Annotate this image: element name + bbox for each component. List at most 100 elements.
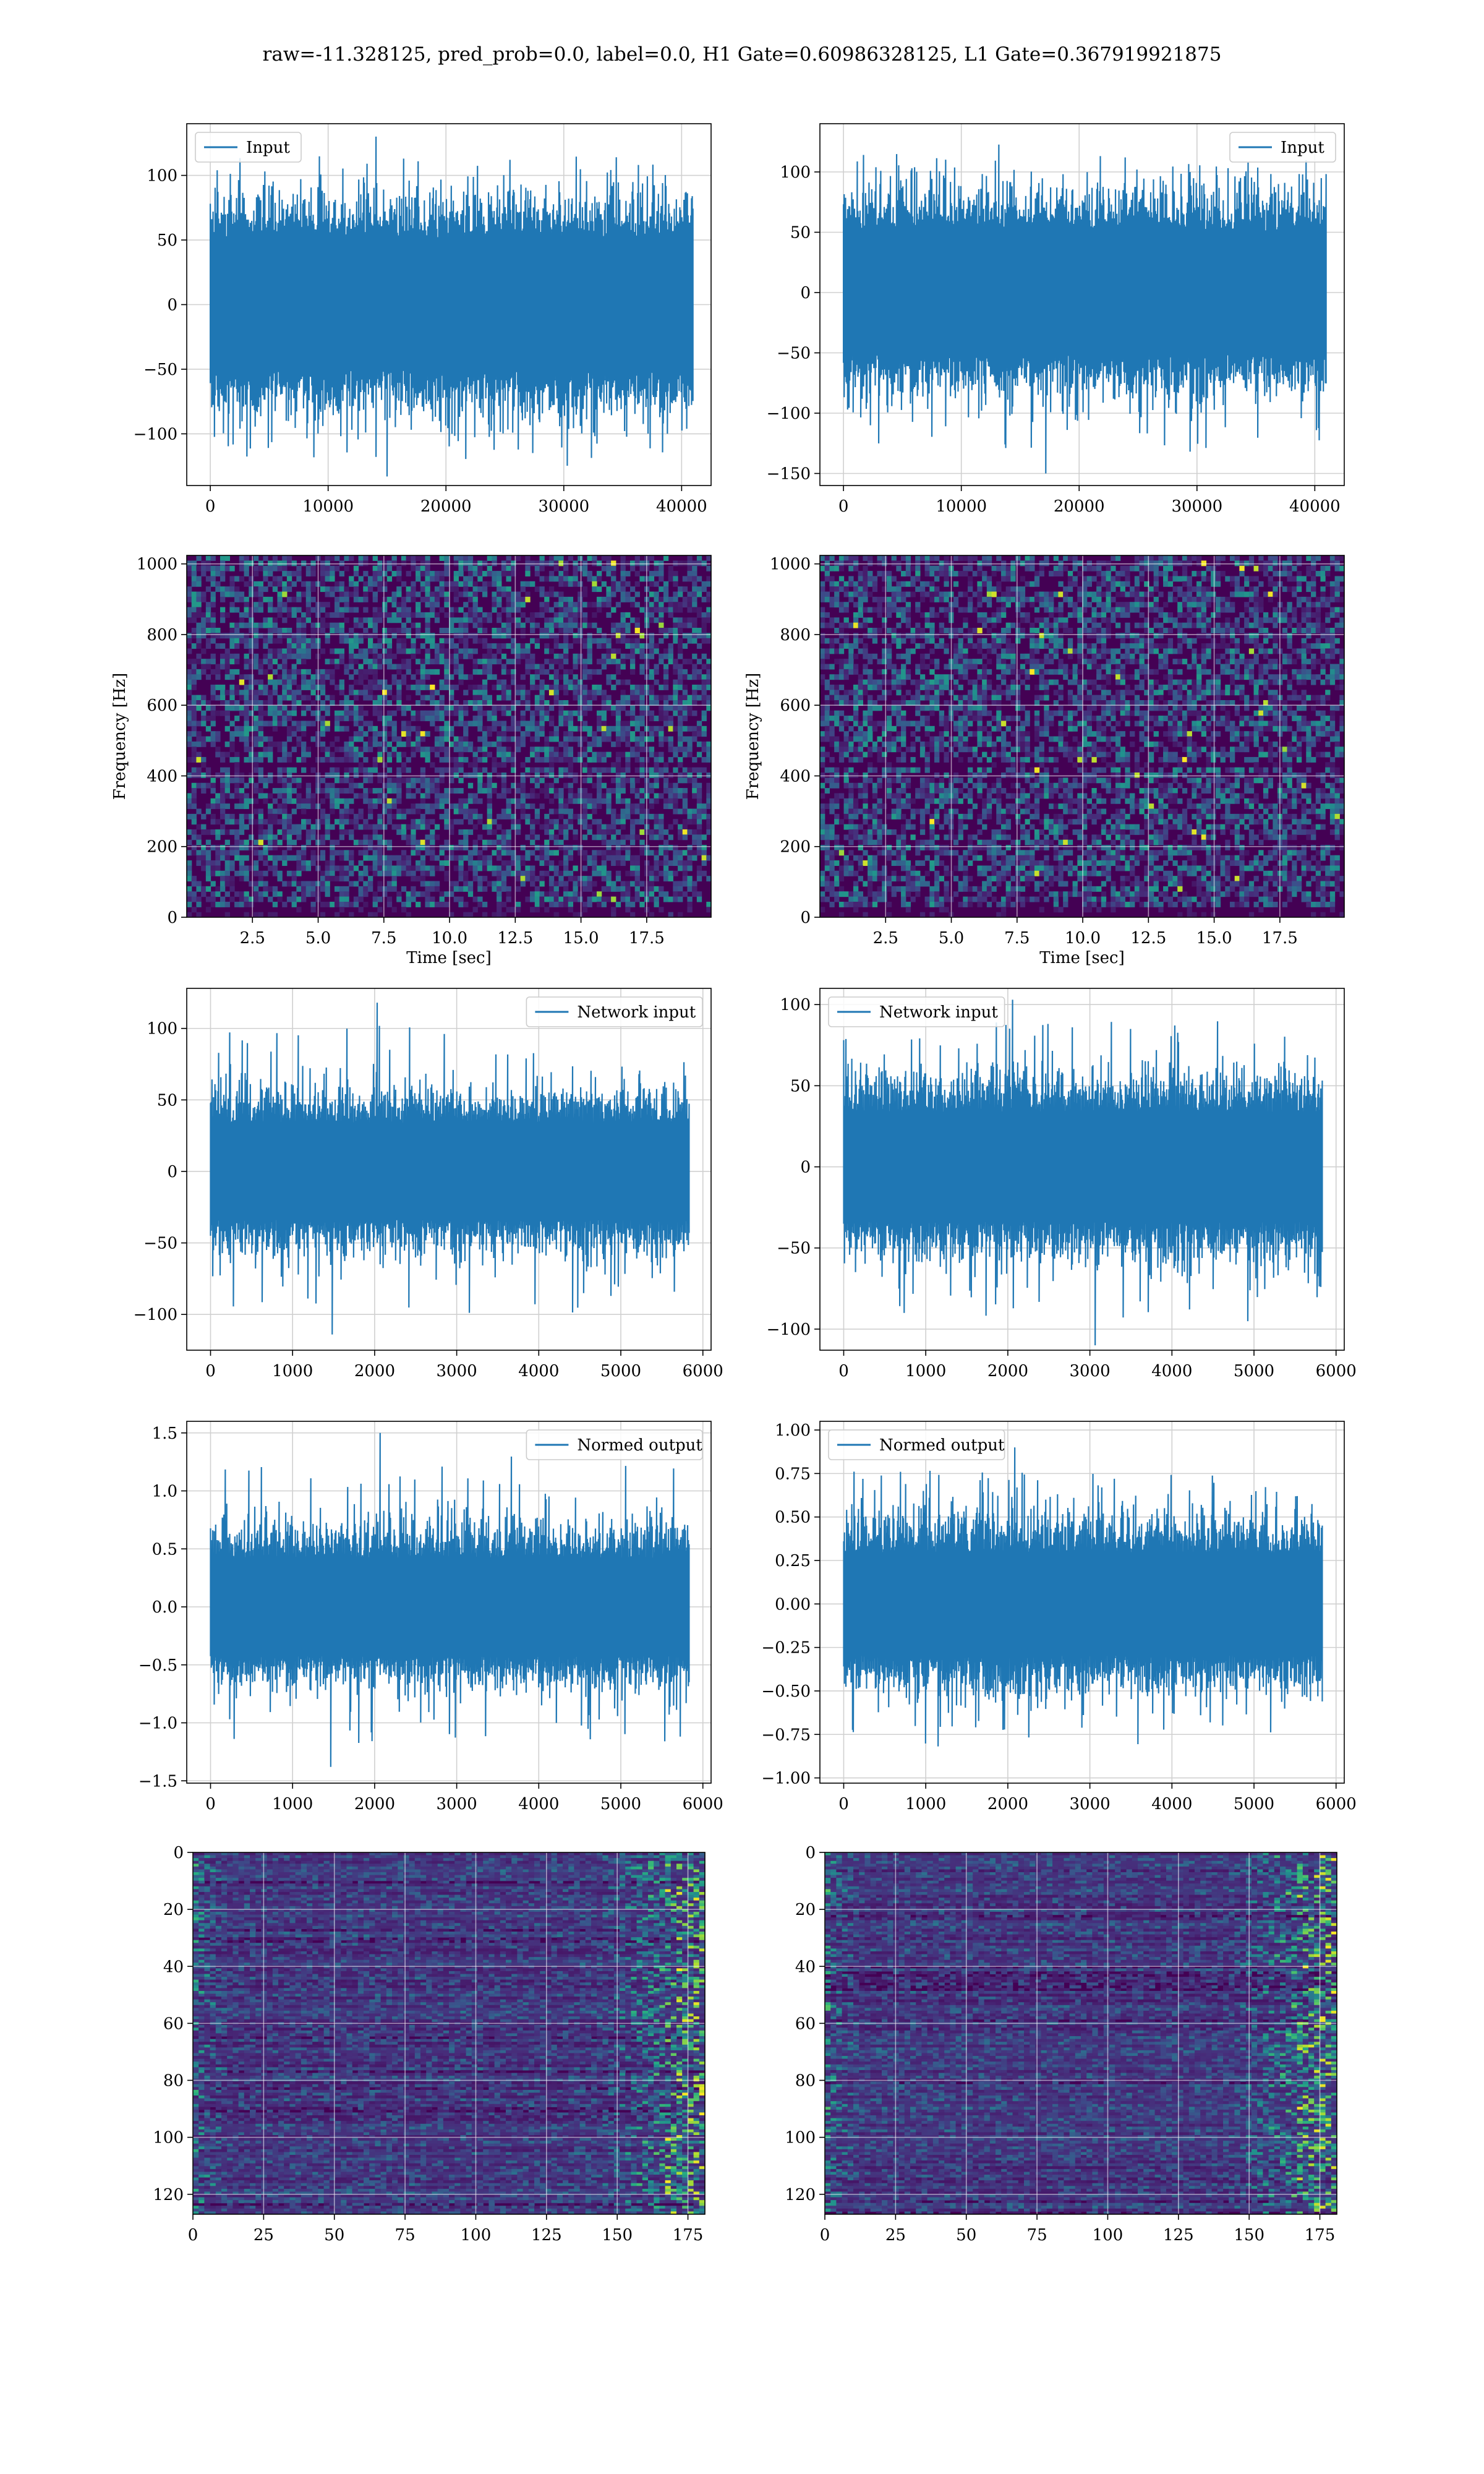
heatmap-cell [582,612,588,618]
heatmap-cell [515,653,521,659]
heatmap-cell [625,881,631,887]
heatmap-cell [349,881,354,887]
heatmap-cell [396,612,402,618]
heatmap-cell [396,756,402,763]
heatmap-cell [654,777,659,784]
heatmap-cell [434,710,440,716]
heatmap-cell [592,576,597,582]
heatmap-cell [363,773,369,778]
heatmap-cell [578,793,583,799]
heatmap-cell [578,751,583,758]
heatmap-cell [416,865,421,871]
heatmap-cell [249,798,254,804]
heatmap-cell [482,886,488,892]
heatmap-cell [701,813,707,820]
heatmap-cell [1229,555,1235,561]
heatmap-cell [563,653,569,659]
heatmap-cell [234,767,240,773]
heatmap-cell [620,855,626,861]
heatmap-cell [439,653,445,659]
heatmap-cell [539,669,545,675]
heatmap-cell [286,813,292,820]
heatmap-cell [386,751,393,758]
heatmap-cell [634,643,640,649]
heatmap-cell [501,751,507,758]
heatmap-cell [654,560,659,567]
heatmap-cell [506,555,511,561]
heatmap-cell [263,659,268,665]
heatmap-cell [229,896,235,902]
heatmap-cell [515,876,521,882]
heatmap-cell [453,571,459,577]
heatmap-cell [253,860,259,867]
heatmap-cell [634,751,640,758]
heatmap-cell [396,741,402,747]
heatmap-cell [220,855,226,861]
heatmap-cell [520,855,526,861]
heatmap-cell [320,581,326,587]
heatmap-cell [692,834,697,841]
heatmap-cell [534,751,540,758]
heatmap-cell [434,602,440,608]
heatmap-cell [268,855,273,861]
heatmap-cell [506,643,511,649]
heatmap-cell [582,876,588,882]
heatmap-cell [430,747,435,753]
heatmap-cell [601,860,607,867]
heatmap-cell [578,756,583,763]
heatmap-cell [530,881,535,887]
heatmap-cell [1182,560,1188,567]
heatmap-cell [277,793,283,799]
heatmap-cell [420,881,426,887]
heatmap-cell [544,669,550,675]
heatmap-cell [882,560,887,567]
heatmap-cell [578,876,583,882]
heatmap-cell [416,901,421,907]
heatmap-cell [377,731,383,737]
heatmap-cell [363,793,369,799]
heatmap-cell [191,907,197,913]
heatmap-cell [253,586,259,593]
heatmap-cell [253,808,259,815]
heatmap-cell [353,705,359,711]
heatmap-cell [367,586,373,593]
heatmap-cell [1015,555,1021,561]
heatmap-cell [578,813,583,820]
heatmap-cell [687,622,693,628]
heatmap-cell [1234,555,1240,561]
heatmap-cell [386,808,393,815]
heatmap-cell [639,710,645,716]
heatmap-cell [659,622,664,628]
heatmap-cell [239,773,245,778]
heatmap-cell [511,565,516,571]
heatmap-cell [234,850,240,856]
heatmap-cell [334,747,340,753]
heatmap-cell [377,659,383,665]
heatmap-cell [696,555,702,561]
heatmap-cell [358,747,364,753]
heatmap-cell [215,586,221,593]
heatmap-cell [229,690,235,696]
heatmap-cell [506,886,511,892]
heatmap-cell [430,612,435,618]
heatmap-cell [191,834,197,841]
heatmap-cell [215,669,221,675]
heatmap-cell [449,767,454,773]
heatmap-cell [353,747,359,753]
heatmap-cell [201,762,207,768]
heatmap-cell [391,876,397,882]
heatmap-cell [334,767,340,773]
heatmap-cell [406,865,411,871]
heatmap-cell [210,777,216,784]
heatmap-cell [1311,560,1316,567]
heatmap-cell [467,773,474,778]
heatmap-cell [692,690,697,696]
heatmap-cell [305,803,312,810]
heatmap-cell [272,565,278,571]
heatmap-cell [320,834,326,841]
heatmap-cell [291,679,297,685]
heatmap-cell [654,648,659,654]
heatmap-cell [191,747,197,753]
heatmap-cell [687,705,693,711]
heatmap-cell [277,581,283,587]
